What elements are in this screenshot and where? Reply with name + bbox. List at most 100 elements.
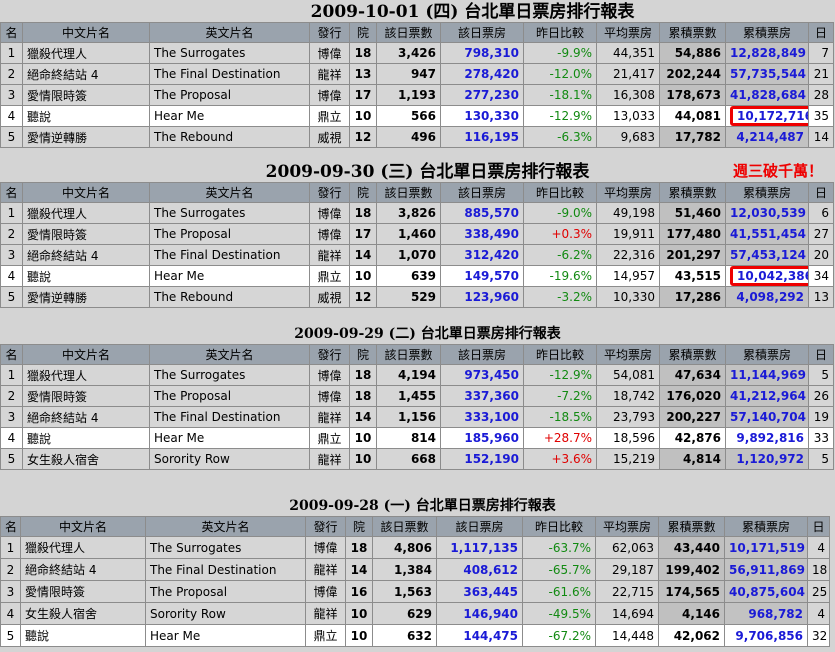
days: 34: [808, 265, 834, 287]
en-title: The Surrogates: [149, 42, 310, 64]
cum-tickets: 178,673: [659, 84, 726, 106]
change: +3.6%: [523, 448, 597, 470]
change: -61.6%: [522, 580, 596, 603]
screens: 18: [349, 42, 377, 64]
daily-gross: 973,450: [440, 364, 524, 386]
en-title: Hear Me: [149, 265, 310, 287]
daily-tickets: 639: [376, 265, 441, 287]
report-title: 2009-10-01 (四) 台北單日票房排行報表: [310, 2, 635, 22]
daily-gross: 149,570: [440, 265, 524, 287]
cum-gross: 57,453,124: [725, 244, 809, 266]
daily-gross: 278,420: [440, 63, 524, 85]
header-cum-gross: 累積票房: [725, 22, 809, 43]
header-en-title: 英文片名: [149, 182, 310, 203]
daily-tickets: 668: [376, 448, 441, 470]
avg-gross: 16,308: [596, 84, 660, 106]
header-cum-gross: 累積票房: [725, 182, 809, 203]
cum-gross: 9,892,816: [725, 427, 809, 449]
zh-title: 聽說: [22, 265, 150, 287]
header-rank: 名: [0, 344, 23, 365]
distributor: 鼎立: [305, 624, 346, 647]
cum-tickets: 44,081: [659, 105, 726, 127]
screens: 17: [349, 84, 377, 106]
rank: 4: [0, 105, 23, 127]
daily-tickets: 3,826: [376, 202, 441, 224]
daily-tickets: 1,563: [372, 580, 437, 603]
header-avg-gross: 平均票房: [596, 22, 660, 43]
avg-gross: 14,957: [596, 265, 660, 287]
cum-tickets: 54,886: [659, 42, 726, 64]
avg-gross: 23,793: [596, 406, 660, 428]
en-title: The Final Destination: [149, 63, 310, 85]
screens: 18: [349, 364, 377, 386]
cum-gross: 41,212,964: [725, 385, 809, 407]
table-row: 3 愛情限時簽 The Proposal 博偉 17 1,193 277,230…: [0, 84, 834, 106]
rank: 5: [0, 286, 23, 308]
cum-gross: 40,875,604: [724, 580, 808, 603]
rank: 2: [0, 63, 23, 85]
table-row: 3 絕命終結站 4 The Final Destination 龍祥 14 1,…: [0, 244, 834, 266]
days: 27: [808, 223, 834, 245]
box-office-table: 名 中文片名 英文片名 發行 院 該日票數 該日票房 昨日比較 平均票房 累積票…: [0, 516, 830, 647]
header-zh-title: 中文片名: [22, 344, 150, 365]
change: -6.3%: [523, 126, 597, 148]
rank: 3: [0, 244, 23, 266]
header-daily-tickets: 該日票數: [376, 344, 441, 365]
header-daily-gross: 該日票房: [440, 344, 524, 365]
header-screens: 院: [349, 182, 377, 203]
daily-tickets: 4,806: [372, 536, 437, 559]
zh-title: 愛情逆轉勝: [22, 286, 150, 308]
change: -12.9%: [523, 105, 597, 127]
days: 19: [808, 406, 834, 428]
daily-tickets: 1,455: [376, 385, 441, 407]
en-title: Sorority Row: [145, 602, 306, 625]
screens: 10: [345, 624, 373, 647]
days: 18: [807, 558, 830, 581]
header-screens: 院: [349, 22, 377, 43]
rank: 1: [0, 42, 23, 64]
days: 4: [807, 536, 830, 559]
table-row: 2 絕命終結站 4 The Final Destination 龍祥 14 1,…: [0, 558, 830, 581]
change: -12.9%: [523, 364, 597, 386]
rank: 3: [0, 580, 21, 603]
header-distributor: 發行: [309, 22, 350, 43]
header-cum-tickets: 累積票數: [658, 516, 725, 537]
screens: 10: [345, 602, 373, 625]
distributor: 博偉: [305, 536, 346, 559]
table-row: 5 愛情逆轉勝 The Rebound 威視 12 496 116,195 -6…: [0, 126, 834, 148]
rank: 3: [0, 84, 23, 106]
rank: 4: [0, 265, 23, 287]
daily-tickets: 1,384: [372, 558, 437, 581]
report-title: 2009-09-28 (一) 台北單日票房排行報表: [289, 498, 556, 514]
change: -7.2%: [523, 385, 597, 407]
days: 14: [808, 126, 834, 148]
en-title: The Surrogates: [145, 536, 306, 559]
zh-title: 獵殺代理人: [20, 536, 146, 559]
change: -6.2%: [523, 244, 597, 266]
change: -65.7%: [522, 558, 596, 581]
days: 7: [808, 42, 834, 64]
cum-gross: 12,030,539: [725, 202, 809, 224]
zh-title: 絕命終結站 4: [22, 63, 150, 85]
days: 28: [808, 84, 834, 106]
en-title: The Proposal: [145, 580, 306, 603]
header-cum-gross: 累積票房: [725, 344, 809, 365]
cum-tickets: 47,634: [659, 364, 726, 386]
cum-gross: 12,828,849: [725, 42, 809, 64]
daily-tickets: 566: [376, 105, 441, 127]
avg-gross: 22,715: [595, 580, 659, 603]
en-title: Hear Me: [149, 105, 310, 127]
table-header-row: 名 中文片名 英文片名 發行 院 該日票數 該日票房 昨日比較 平均票房 累積票…: [0, 182, 834, 203]
daily-gross: 337,360: [440, 385, 524, 407]
cum-gross-highlight: 10,172,716: [730, 106, 808, 126]
distributor: 威視: [309, 126, 350, 148]
days: 35: [808, 105, 834, 127]
box-office-table: 名 中文片名 英文片名 發行 院 該日票數 該日票房 昨日比較 平均票房 累積票…: [0, 344, 834, 470]
daily-tickets: 3,426: [376, 42, 441, 64]
en-title: The Final Destination: [149, 406, 310, 428]
change: -18.5%: [523, 406, 597, 428]
header-cum-tickets: 累積票數: [659, 22, 726, 43]
avg-gross: 13,033: [596, 105, 660, 127]
daily-gross: 333,100: [440, 406, 524, 428]
header-en-title: 英文片名: [145, 516, 306, 537]
